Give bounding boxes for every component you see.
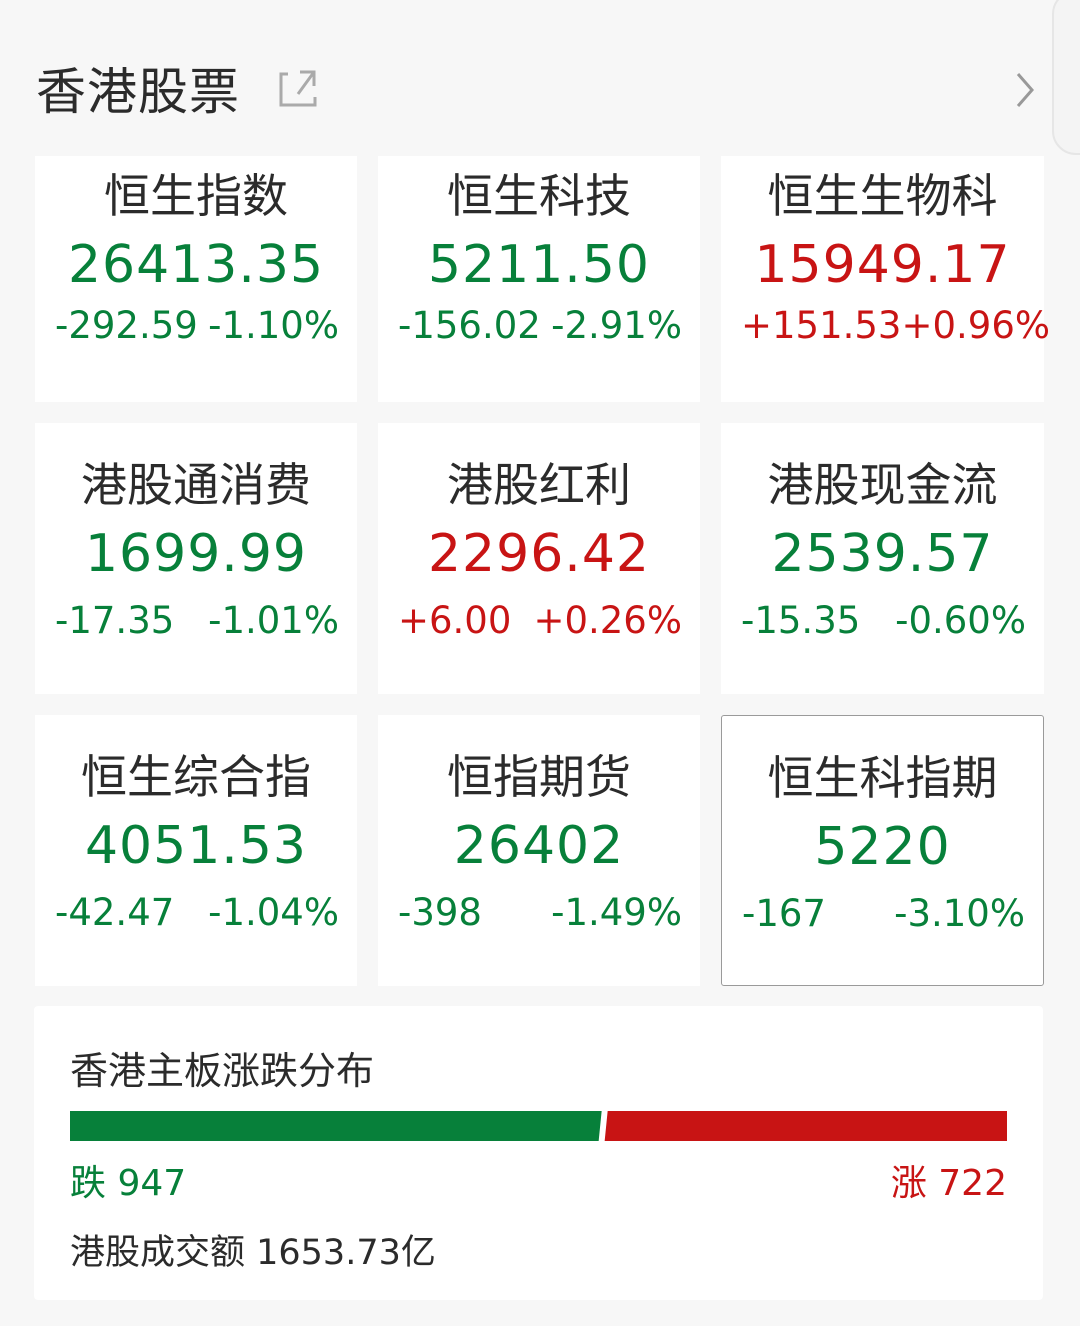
section-header: 香港股票 (36, 52, 318, 124)
index-change: -156.02 (398, 304, 541, 347)
index-card[interactable]: 港股现金流 2539.57 -15.35 -0.60% (721, 423, 1044, 694)
index-change: -17.35 (55, 599, 175, 642)
up-count: 涨 722 (890, 1163, 1007, 1204)
index-name: 港股通消费 (81, 458, 311, 512)
index-change-pct: -1.01% (208, 599, 339, 642)
index-card[interactable]: 恒指期货 26402 -398 -1.49% (378, 715, 700, 986)
index-change-pct: -1.10% (208, 304, 339, 347)
index-name: 恒生生物科 (767, 169, 998, 223)
index-card[interactable]: 恒生综合指 4051.53 -42.47 -1.04% (35, 715, 357, 986)
index-change: +151.53 (741, 304, 902, 347)
turnover: 港股成交额 1653.73亿 (70, 1233, 436, 1273)
index-change: -398 (398, 891, 482, 934)
index-change-row: -292.59 -1.10% (35, 302, 357, 350)
section-title: 香港股票 (36, 63, 240, 121)
index-name: 港股现金流 (767, 458, 998, 512)
index-name: 恒指期货 (447, 750, 631, 804)
distribution-card: 香港主板涨跌分布 跌 947 涨 722 港股成交额 1653.73亿 (34, 1006, 1043, 1300)
index-card[interactable]: 恒生指数 26413.35 -292.59 -1.10% (35, 156, 357, 402)
index-card[interactable]: 恒生生物科 15949.17 +151.53 +0.96% (721, 156, 1050, 402)
index-value: 15949.17 (754, 235, 1011, 295)
index-value: 5211.50 (427, 235, 651, 295)
index-change-row: -15.35 -0.60% (721, 597, 1044, 645)
index-grid: 恒生指数 26413.35 -292.59 -1.10% 恒生科技 5211.50 … (35, 156, 1050, 986)
down-bar (70, 1111, 602, 1141)
index-change-row: -156.02 -2.91% (378, 302, 700, 350)
index-change: -167 (742, 892, 826, 935)
index-value: 1699.99 (84, 524, 308, 584)
index-change-pct: -2.91% (551, 304, 682, 347)
index-change-row: -398 -1.49% (378, 889, 700, 937)
distribution-title: 香港主板涨跌分布 (70, 1049, 375, 1093)
index-change: -15.35 (741, 599, 861, 642)
index-name: 恒生科技 (447, 169, 631, 223)
index-change: -292.59 (55, 304, 198, 347)
index-change-pct: +0.26% (533, 599, 682, 642)
down-count: 跌 947 (70, 1163, 187, 1204)
index-value: 26413.35 (67, 235, 325, 295)
index-change-row: +6.00 +0.26% (378, 597, 700, 645)
index-change-pct: -0.60% (895, 599, 1026, 642)
index-value: 26402 (453, 816, 625, 876)
index-name: 港股红利 (447, 458, 631, 512)
index-change-pct: +0.96% (901, 304, 1051, 347)
index-change-row: +151.53 +0.96% (721, 302, 1050, 350)
index-change-row: -17.35 -1.01% (35, 597, 357, 645)
index-card[interactable]: 港股通消费 1699.99 -17.35 -1.01% (35, 423, 357, 694)
index-value: 2539.57 (771, 524, 994, 584)
index-change: -42.47 (55, 891, 175, 934)
index-change-row: -167 -3.10% (722, 890, 1043, 938)
external-link-icon[interactable] (278, 68, 318, 108)
index-name: 恒生科指期 (767, 751, 998, 805)
side-panel-edge (1052, 0, 1080, 155)
chevron-right-icon[interactable] (1010, 70, 1040, 110)
index-change-pct: -1.04% (208, 891, 339, 934)
distribution-bar (70, 1111, 1007, 1141)
index-change: +6.00 (398, 599, 512, 642)
index-card[interactable]: 恒生科技 5211.50 -156.02 -2.91% (378, 156, 700, 402)
index-value: 2296.42 (427, 524, 651, 584)
index-name: 恒生指数 (104, 169, 288, 223)
index-value: 5220 (814, 817, 951, 877)
index-card[interactable]: 港股红利 2296.42 +6.00 +0.26% (378, 423, 700, 694)
index-name: 恒生综合指 (81, 750, 311, 804)
index-change-pct: -3.10% (894, 892, 1025, 935)
index-change-row: -42.47 -1.04% (35, 889, 357, 937)
index-card[interactable]: 恒生科指期 5220 -167 -3.10% (721, 715, 1044, 986)
up-bar (604, 1111, 1007, 1141)
index-change-pct: -1.49% (551, 891, 682, 934)
index-value: 4051.53 (84, 816, 308, 876)
